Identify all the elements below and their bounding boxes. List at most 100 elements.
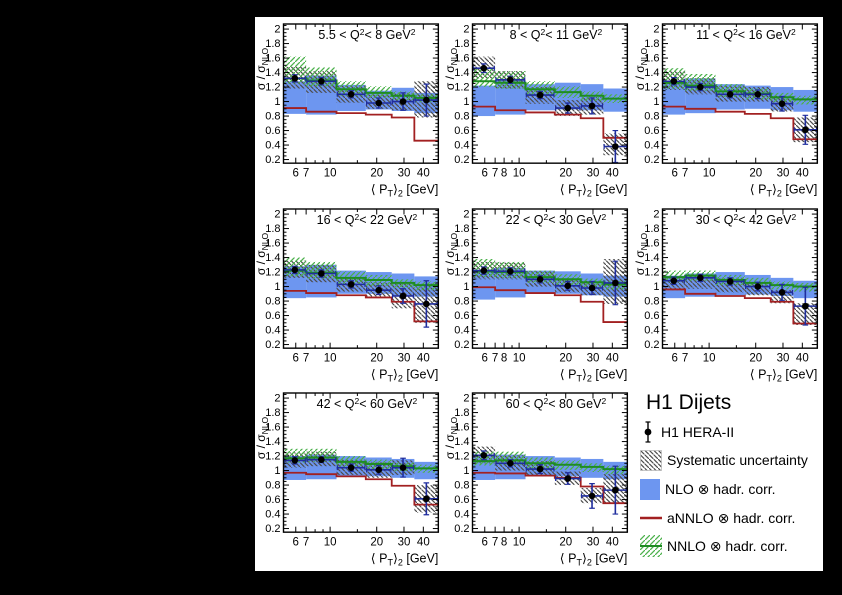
y-tick-label: 1.4 — [265, 67, 280, 79]
annlo-line — [662, 288, 817, 325]
x-tick-label: 30 — [587, 537, 600, 549]
nnlo-line — [283, 456, 439, 470]
y-tick-label: 0.8 — [644, 111, 659, 123]
annlo-line — [283, 107, 439, 142]
x-tick-label: 20 — [370, 168, 383, 180]
x-tick-label: 20 — [560, 168, 573, 180]
annlo-line — [472, 286, 628, 323]
x-tick-label: 7 — [492, 168, 498, 180]
y-tick-label: 1.4 — [644, 67, 659, 79]
nnlo-line — [662, 81, 817, 101]
x-tick-label: 7 — [303, 168, 309, 180]
x-tick-label: 10 — [324, 352, 337, 364]
data-points — [662, 273, 817, 326]
annlo-line — [283, 289, 439, 322]
x-tick-label: 20 — [560, 352, 573, 364]
y-tick-label: 0.4 — [644, 140, 659, 152]
x-tick-label: 30 — [776, 352, 789, 364]
y-axis-title: σ / σNLO — [634, 47, 649, 90]
y-tick-label: 1 — [653, 281, 659, 293]
x-tick-label: 20 — [749, 352, 762, 364]
nlo-band-icon — [640, 478, 660, 500]
legend-item-label: NLO ⊗ hadr. corr. — [665, 480, 776, 497]
x-axis-title: ⟨ PT⟩2 [GeV] — [560, 552, 628, 568]
legend-item-label: H1 HERA-II — [661, 424, 735, 440]
y-tick-label: 0.8 — [455, 480, 470, 492]
panel-title: 30 < Q2< 42 GeV2 — [695, 212, 796, 227]
y-tick-label: 1.2 — [265, 266, 280, 278]
x-tick-label: 30 — [776, 168, 789, 180]
annlo-line — [472, 105, 628, 139]
y-tick-label: 0.6 — [265, 494, 280, 506]
data-points — [283, 74, 439, 117]
x-axis: 6 7 8 10 20 30 40 — [472, 208, 629, 364]
y-tick-label: 1.8 — [265, 407, 280, 419]
x-tick-label: 8 — [501, 168, 507, 180]
y-tick-label: 0.6 — [265, 125, 280, 137]
y-tick-label: 0.6 — [644, 125, 659, 137]
x-tick-label: 7 — [682, 352, 688, 364]
x-axis: 6 7 10 20 30 40 — [283, 208, 439, 364]
y-tick-label: 1.2 — [265, 451, 280, 463]
annlo-line-icon — [640, 516, 662, 520]
y-tick-label: 1.6 — [455, 237, 470, 249]
x-axis-title: ⟨ PT⟩2 [GeV] — [560, 367, 628, 383]
y-tick-label: 0.4 — [455, 509, 470, 521]
x-axis-title: ⟨ PT⟩2 [GeV] — [371, 552, 439, 568]
x-axis: 6 7 10 20 30 40 — [661, 208, 818, 364]
panel-q2-42-60: 0.2 0.4 0.6 0.8 1 1.2 1.4 1.6 1.8 2 6 7 10 20 30 40 42 <… — [255, 392, 440, 568]
data-points — [473, 450, 628, 515]
legend-title: H1 Dijets — [646, 391, 732, 414]
figure-canvas: 0.2 0.4 0.6 0.8 1 1.2 1.4 1.6 1.8 2 6 7 10 20 30 40 5.5 … — [255, 17, 823, 571]
panel-title: 16 < Q2< 22 GeV2 — [317, 212, 418, 227]
x-axis-title: ⟨ PT⟩2 [GeV] — [371, 367, 439, 383]
y-tick-label: 2 — [464, 208, 470, 220]
y-tick-label: 0.6 — [265, 310, 280, 322]
y-tick-label: 1.6 — [644, 53, 659, 65]
x-axis: 6 7 8 10 20 30 40 — [472, 393, 629, 549]
legend-item-sys: Systematic uncertainty — [640, 448, 808, 472]
y-tick-label: 1.4 — [265, 252, 280, 264]
y-tick-label: 1.4 — [455, 252, 470, 264]
y-tick-label: 0.8 — [644, 295, 659, 307]
panel-q2-22-30: 0.2 0.4 0.6 0.8 1 1.2 1.4 1.6 1.8 2 6 7 8 10 20 30 40 22 … — [444, 207, 629, 383]
y-axis: 0.2 0.4 0.6 0.8 1 1.2 1.4 1.6 1.8 2 — [455, 393, 628, 535]
y-axis-title: σ / σNLO — [444, 232, 459, 275]
y-tick-label: 1.2 — [455, 82, 470, 94]
y-axis: 0.2 0.4 0.6 0.8 1 1.2 1.4 1.6 1.8 2 — [644, 208, 817, 351]
y-tick-label: 0.8 — [265, 480, 280, 492]
y-tick-label: 1 — [653, 96, 659, 108]
y-tick-label: 1 — [274, 465, 280, 477]
x-axis-title: ⟨ PT⟩2 [GeV] — [749, 183, 817, 199]
y-axis: 0.2 0.4 0.6 0.8 1 1.2 1.4 1.6 1.8 2 — [455, 208, 628, 351]
y-tick-label: 0.8 — [265, 111, 280, 123]
plot-frame — [472, 23, 629, 164]
plot-frame — [472, 207, 629, 349]
y-tick-label: 1.8 — [265, 38, 280, 50]
x-tick-label: 10 — [513, 352, 526, 364]
y-tick-label: 1 — [464, 96, 470, 108]
legend-item-nnlo: NNLO ⊗ hadr. corr. — [640, 534, 788, 558]
x-tick-label: 10 — [513, 168, 526, 180]
y-tick-label: 1 — [464, 281, 470, 293]
panel-q2-8-11: 0.2 0.4 0.6 0.8 1 1.2 1.4 1.6 1.8 2 6 7 8 10 20 30 40 8 <… — [444, 23, 629, 199]
y-tick-label: 2 — [464, 393, 470, 405]
x-tick-label: 10 — [324, 537, 337, 549]
panel-q2-11-16: 0.2 0.4 0.6 0.8 1 1.2 1.4 1.6 1.8 2 6 7 10 20 30 40 11 <… — [634, 23, 818, 199]
y-axis-title: σ / σNLO — [634, 232, 649, 275]
x-tick-label: 40 — [796, 352, 809, 364]
y-tick-label: 1.6 — [265, 53, 280, 65]
y-tick-label: 1.6 — [265, 422, 280, 434]
x-tick-label: 7 — [303, 537, 309, 549]
y-tick-label: 0.6 — [644, 310, 659, 322]
annlo-line — [472, 472, 628, 505]
y-tick-label: 0.2 — [455, 339, 470, 351]
y-tick-label: 0.4 — [644, 324, 659, 336]
nnlo-band-icon — [640, 535, 662, 557]
y-tick-label: 0.2 — [265, 523, 280, 535]
x-axis-title: ⟨ PT⟩2 [GeV] — [749, 367, 817, 383]
y-axis: 0.2 0.4 0.6 0.8 1 1.2 1.4 1.6 1.8 2 — [265, 393, 439, 535]
y-tick-label: 1.4 — [455, 67, 470, 79]
y-tick-label: 1.4 — [644, 252, 659, 264]
annlo-line — [283, 472, 439, 506]
